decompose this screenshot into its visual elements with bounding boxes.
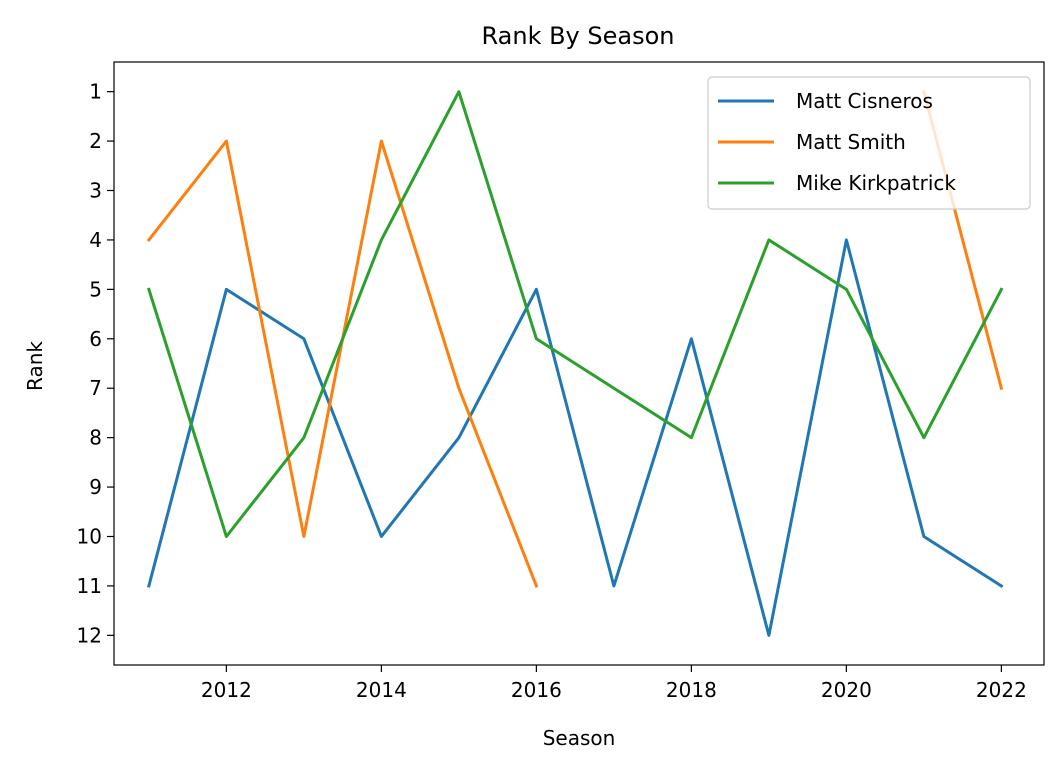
chart-title: Rank By Season xyxy=(482,22,675,50)
x-axis-ticks: 2012 2014 2016 2018 2020 2022 xyxy=(201,665,1027,702)
legend: Matt Cisneros Matt Smith Mike Kirkpatrick xyxy=(707,76,1031,210)
y-tick-label: 9 xyxy=(89,475,102,499)
x-tick-label: 2012 xyxy=(201,678,252,702)
plot-frame xyxy=(113,61,1045,666)
x-tick-label: 2020 xyxy=(821,678,872,702)
x-tick-label: 2018 xyxy=(666,678,717,702)
y-tick-label: 10 xyxy=(77,524,102,548)
x-tick-label: 2014 xyxy=(356,678,407,702)
x-axis-label: Season xyxy=(543,726,616,750)
legend-label-matt-cisneros: Matt Cisneros xyxy=(796,89,933,113)
plot-area xyxy=(113,61,1045,666)
legend-label-mike-kirkpatrick: Mike Kirkpatrick xyxy=(796,171,956,195)
y-axis-label: Rank xyxy=(23,341,47,391)
y-tick-label: 5 xyxy=(89,277,102,301)
series-line-matt-cisneros xyxy=(147,238,1004,637)
y-tick-label: 4 xyxy=(89,228,102,252)
y-tick-label: 2 xyxy=(89,129,102,153)
y-tick-label: 3 xyxy=(89,179,102,203)
series-layer xyxy=(146,89,1004,637)
legend-box xyxy=(707,76,1031,210)
x-tick-label: 2022 xyxy=(976,678,1027,702)
x-tick-label: 2016 xyxy=(511,678,562,702)
y-tick-label: 11 xyxy=(77,574,102,598)
series-line-mike-kirkpatrick xyxy=(146,90,1004,538)
y-tick-label: 8 xyxy=(89,426,102,450)
legend-label-matt-smith: Matt Smith xyxy=(796,130,906,154)
y-tick-label: 7 xyxy=(89,376,102,400)
y-tick-label: 12 xyxy=(77,623,102,647)
y-tick-label: 6 xyxy=(89,327,102,351)
y-tick-label: 1 xyxy=(89,80,102,104)
